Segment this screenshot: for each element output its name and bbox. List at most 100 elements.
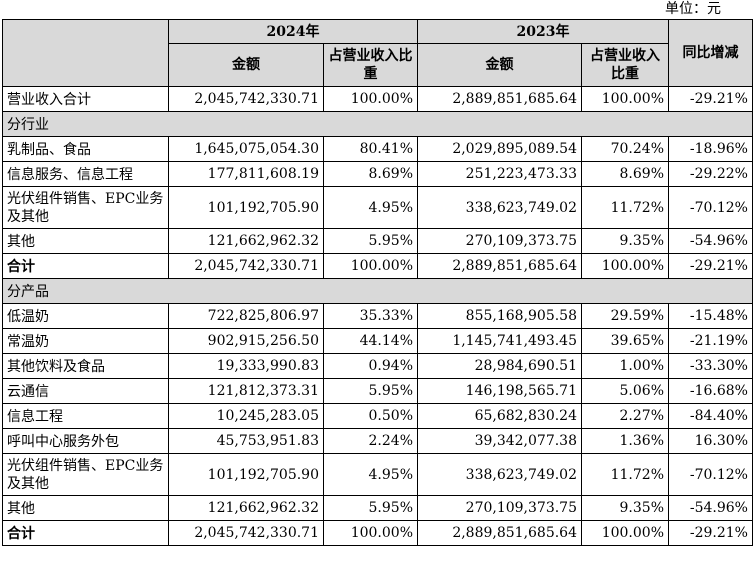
amount-2024: 101,192,705.90 xyxy=(168,453,324,496)
row-label: 常温奶 xyxy=(2,328,169,354)
yoy-change: -29.21% xyxy=(668,86,753,112)
ratio-2024: 5.95% xyxy=(323,378,418,404)
ratio-2024: 35.33% xyxy=(323,303,418,329)
row-label: 光伏组件销售、EPC业务及其他 xyxy=(2,186,169,229)
yoy-change: -29.21% xyxy=(668,253,753,279)
ratio-2023: 1.00% xyxy=(581,353,669,379)
row-label: 光伏组件销售、EPC业务及其他 xyxy=(2,453,169,496)
unit-label: 单位：元 xyxy=(665,1,721,17)
ratio-2023: 2.27% xyxy=(581,403,669,429)
ratio-2024: 4.95% xyxy=(323,453,418,496)
ratio-2023: 8.69% xyxy=(581,161,669,187)
yoy-change: -18.96% xyxy=(668,136,753,162)
header-amount-2023: 金额 xyxy=(417,43,582,87)
row-label: 呼叫中心服务外包 xyxy=(2,428,169,454)
yoy-change: -16.68% xyxy=(668,378,753,404)
amount-2024: 10,245,283.05 xyxy=(168,403,324,429)
total-row-industry: 合计 2,045,742,330.71 100.00% 2,889,851,68… xyxy=(2,253,753,279)
amount-2023: 2,029,895,089.54 xyxy=(417,136,582,162)
row-label: 云通信 xyxy=(2,378,169,404)
section-label: 分产品 xyxy=(2,278,753,304)
amount-2023: 1,145,741,493.45 xyxy=(417,328,582,354)
ratio-2024: 80.41% xyxy=(323,136,418,162)
ratio-2024: 5.95% xyxy=(323,495,418,521)
ratio-2023: 5.06% xyxy=(581,378,669,404)
amount-2024: 177,811,608.19 xyxy=(168,161,324,187)
amount-2023: 146,198,565.71 xyxy=(417,378,582,404)
amount-2023: 2,889,851,685.64 xyxy=(417,253,582,279)
ratio-2024: 0.94% xyxy=(323,353,418,379)
amount-2024: 101,192,705.90 xyxy=(168,186,324,229)
amount-2024: 722,825,806.97 xyxy=(168,303,324,329)
ratio-2024: 100.00% xyxy=(323,520,418,546)
section-label: 分行业 xyxy=(2,111,753,137)
section-row-product: 分产品 xyxy=(2,278,753,304)
total-row-product: 合计 2,045,742,330.71 100.00% 2,889,851,68… xyxy=(2,520,753,546)
yoy-change: -70.12% xyxy=(668,453,753,496)
amount-2024: 2,045,742,330.71 xyxy=(168,253,324,279)
table-row: 低温奶 722,825,806.97 35.33% 855,168,905.58… xyxy=(2,303,753,329)
row-label: 其他 xyxy=(2,228,169,254)
row-label: 营业收入合计 xyxy=(2,86,169,112)
ratio-2023: 9.35% xyxy=(581,228,669,254)
header-amount-2024: 金额 xyxy=(168,43,324,87)
ratio-2023: 11.72% xyxy=(581,186,669,229)
row-label: 其他饮料及食品 xyxy=(2,353,169,379)
yoy-change: -54.96% xyxy=(668,228,753,254)
ratio-2023: 39.65% xyxy=(581,328,669,354)
table-row: 其他 121,662,962.32 5.95% 270,109,373.75 9… xyxy=(2,495,753,521)
ratio-2023: 100.00% xyxy=(581,520,669,546)
table-row: 光伏组件销售、EPC业务及其他 101,192,705.90 4.95% 338… xyxy=(2,453,753,496)
row-label: 合计 xyxy=(2,520,169,546)
table-row: 乳制品、食品 1,645,075,054.30 80.41% 2,029,895… xyxy=(2,136,753,162)
ratio-2024: 0.50% xyxy=(323,403,418,429)
header-row-years: 2024年 2023年 同比增减 xyxy=(2,19,753,87)
table-row: 信息工程 10,245,283.05 0.50% 65,682,830.24 2… xyxy=(2,403,753,429)
ratio-2023: 70.24% xyxy=(581,136,669,162)
amount-2024: 19,333,990.83 xyxy=(168,353,324,379)
amount-2023: 2,889,851,685.64 xyxy=(417,86,582,112)
header-ratio-2024: 占营业收入比重 xyxy=(323,43,418,87)
amount-2023: 39,342,077.38 xyxy=(417,428,582,454)
amount-2024: 45,753,951.83 xyxy=(168,428,324,454)
table-row: 营业收入合计 2,045,742,330.71 100.00% 2,889,85… xyxy=(2,86,753,112)
ratio-2024: 44.14% xyxy=(323,328,418,354)
header-row-columns: 金额 占营业收入比重 金额 占营业收入比重 xyxy=(3,43,753,87)
amount-2023: 338,623,749.02 xyxy=(417,186,582,229)
yoy-change: -33.30% xyxy=(668,353,753,379)
ratio-2023: 29.59% xyxy=(581,303,669,329)
ratio-2024: 100.00% xyxy=(323,86,418,112)
ratio-2024: 4.95% xyxy=(323,186,418,229)
table-row: 光伏组件销售、EPC业务及其他 101,192,705.90 4.95% 338… xyxy=(2,186,753,229)
amount-2023: 855,168,905.58 xyxy=(417,303,582,329)
row-label: 信息服务、信息工程 xyxy=(2,161,169,187)
ratio-2023: 100.00% xyxy=(581,253,669,279)
yoy-change: 16.30% xyxy=(668,428,753,454)
yoy-change: -29.22% xyxy=(668,161,753,187)
ratio-2023: 9.35% xyxy=(581,495,669,521)
yoy-change: -15.48% xyxy=(668,303,753,329)
ratio-2024: 2.24% xyxy=(323,428,418,454)
amount-2023: 251,223,473.33 xyxy=(417,161,582,187)
ratio-2024: 5.95% xyxy=(323,228,418,254)
ratio-2023: 1.36% xyxy=(581,428,669,454)
row-label: 合计 xyxy=(2,253,169,279)
yoy-change: -29.21% xyxy=(668,520,753,546)
row-label: 乳制品、食品 xyxy=(2,136,169,162)
yoy-change: -21.19% xyxy=(668,328,753,354)
header-year-2024: 2024年 xyxy=(168,19,418,44)
ratio-2024: 8.69% xyxy=(323,161,418,187)
table-row: 云通信 121,812,373.31 5.95% 146,198,565.71 … xyxy=(2,378,753,404)
amount-2024: 121,812,373.31 xyxy=(168,378,324,404)
header-ratio-2023: 占营业收入比重 xyxy=(581,43,669,87)
amount-2024: 1,645,075,054.30 xyxy=(168,136,324,162)
amount-2023: 65,682,830.24 xyxy=(417,403,582,429)
amount-2024: 902,915,256.50 xyxy=(168,328,324,354)
ratio-2024: 100.00% xyxy=(323,253,418,279)
amount-2023: 28,984,690.51 xyxy=(417,353,582,379)
amount-2024: 121,662,962.32 xyxy=(168,228,324,254)
yoy-change: -54.96% xyxy=(668,495,753,521)
yoy-change: -70.12% xyxy=(668,186,753,229)
amount-2024: 2,045,742,330.71 xyxy=(168,520,324,546)
amount-2023: 270,109,373.75 xyxy=(417,495,582,521)
